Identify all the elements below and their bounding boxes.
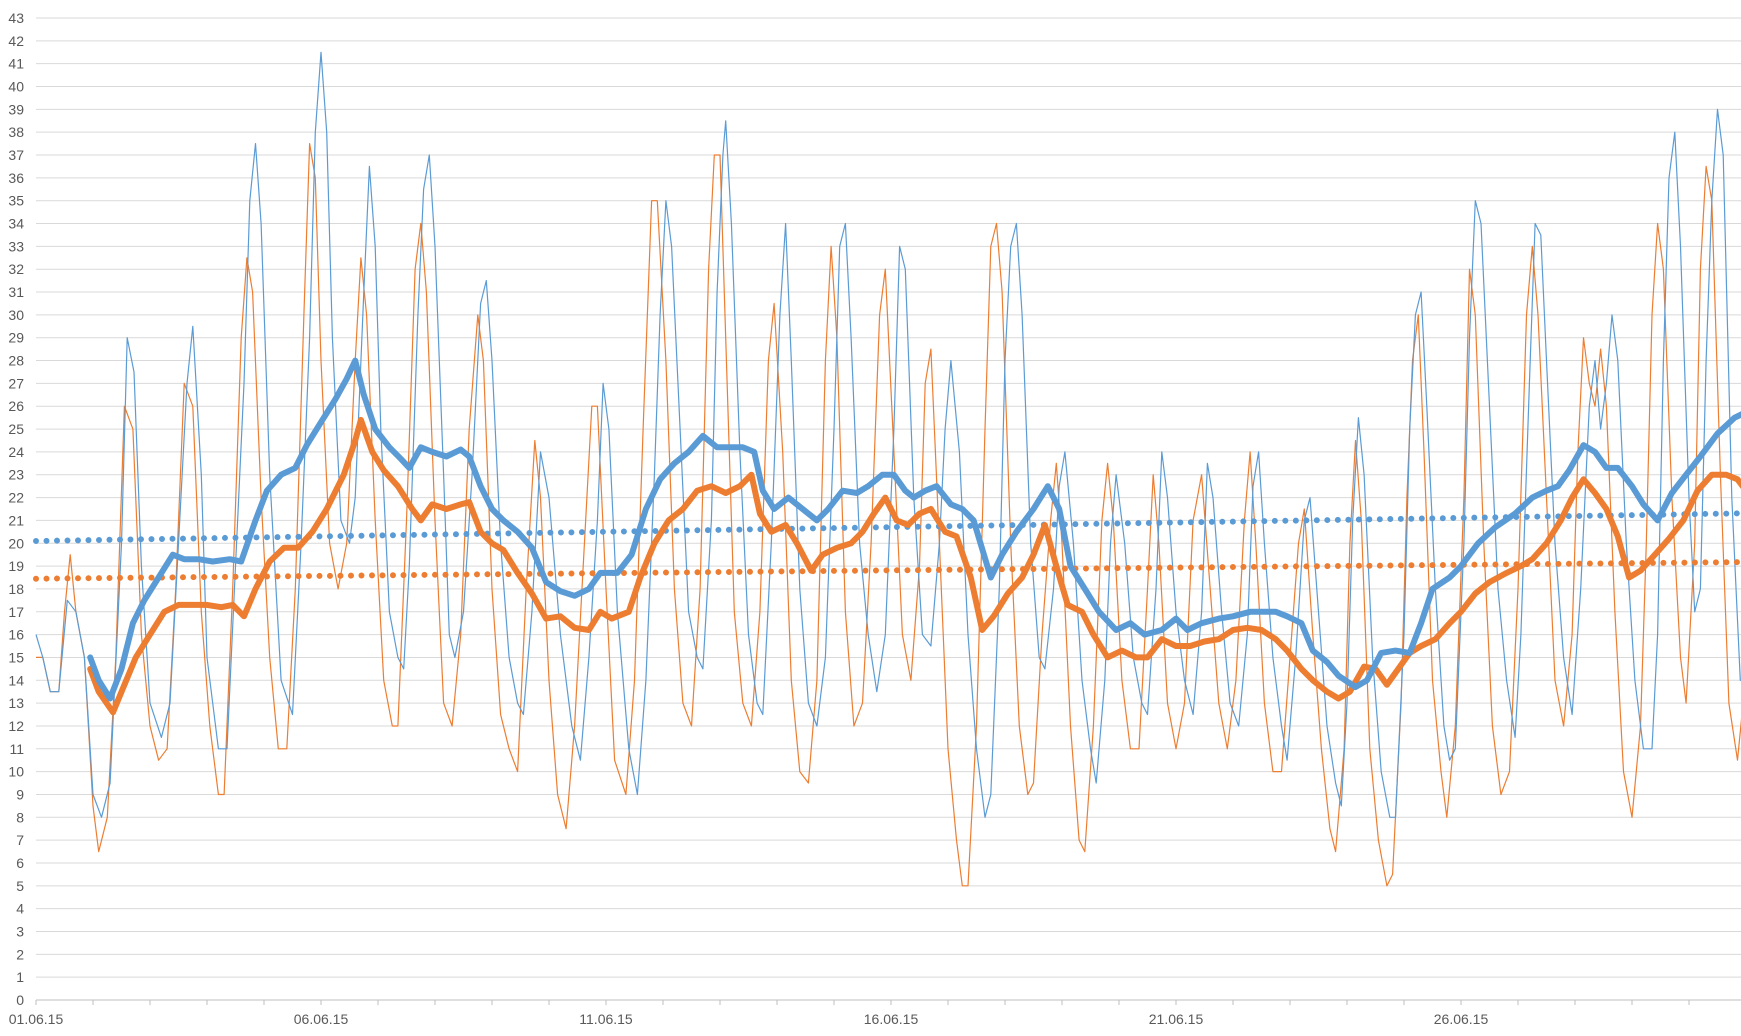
x-tick-label: 11.06.15 (579, 1011, 633, 1027)
y-tick-label: 12 (8, 718, 24, 734)
y-tick-label: 16 (8, 627, 24, 643)
y-tick-label: 21 (8, 512, 24, 528)
series-lines (33, 51, 1741, 887)
y-tick-label: 15 (8, 649, 24, 665)
y-tick-label: 35 (8, 193, 24, 209)
y-tick-label: 31 (8, 284, 24, 300)
y-tick-label: 4 (16, 901, 24, 917)
y-tick-label: 3 (16, 923, 24, 939)
y-tick-label: 0 (16, 992, 24, 1008)
y-tick-label: 41 (8, 56, 24, 72)
y-tick-label: 5 (16, 878, 24, 894)
y-tick-label: 39 (8, 101, 24, 117)
y-tick-label: 30 (8, 307, 24, 323)
y-tick-label: 6 (16, 855, 24, 871)
y-tick-label: 1 (16, 969, 24, 985)
y-tick-label: 18 (8, 581, 24, 597)
y-tick-label: 32 (8, 261, 24, 277)
x-tick-label: 26.06.15 (1434, 1011, 1489, 1027)
y-tick-label: 26 (8, 398, 24, 414)
y-tick-label: 14 (8, 672, 24, 688)
x-tick-label: 01.06.15 (9, 1011, 64, 1027)
y-tick-label: 20 (8, 535, 24, 551)
x-tick-label: 16.06.15 (864, 1011, 919, 1027)
y-tick-label: 36 (8, 170, 24, 186)
y-tick-label: 40 (8, 79, 24, 95)
x-axis (35, 999, 1741, 1005)
y-tick-label: 11 (9, 741, 24, 757)
series-orange-trend (33, 559, 1741, 582)
y-tick-label: 7 (16, 832, 24, 848)
y-tick-label: 29 (8, 330, 24, 346)
y-tick-label: 23 (8, 467, 24, 483)
y-tick-label: 13 (8, 695, 24, 711)
y-tick-label: 10 (8, 764, 24, 780)
y-axis-tick-labels: 0123456789101112131415161718192021222324… (8, 10, 24, 1008)
y-tick-label: 42 (8, 33, 24, 49)
series-orange-moving-average (87, 416, 1741, 716)
y-tick-label: 2 (16, 946, 24, 962)
y-tick-label: 8 (16, 809, 24, 825)
y-tick-label: 24 (8, 444, 24, 460)
y-tick-label: 17 (8, 604, 24, 620)
x-tick-label: 21.06.15 (1149, 1011, 1204, 1027)
y-tick-label: 43 (8, 10, 24, 26)
y-tick-label: 38 (8, 124, 24, 140)
y-tick-label: 37 (8, 147, 24, 163)
y-tick-label: 9 (16, 786, 24, 802)
y-tick-label: 27 (8, 375, 24, 391)
y-tick-label: 22 (8, 490, 24, 506)
x-tick-label: 06.06.15 (294, 1011, 349, 1027)
y-tick-label: 33 (8, 238, 24, 254)
series-blue-moving-average (87, 357, 1741, 702)
y-tick-label: 25 (8, 421, 24, 437)
y-tick-label: 19 (8, 558, 24, 574)
x-axis-tick-labels: 01.06.15 06.06.15 11.06.15 16.06.15 21.06.15… (9, 1011, 1489, 1027)
y-tick-label: 34 (8, 216, 24, 232)
series-blue-raw (35, 51, 1741, 818)
y-tick-label: 28 (8, 353, 24, 369)
